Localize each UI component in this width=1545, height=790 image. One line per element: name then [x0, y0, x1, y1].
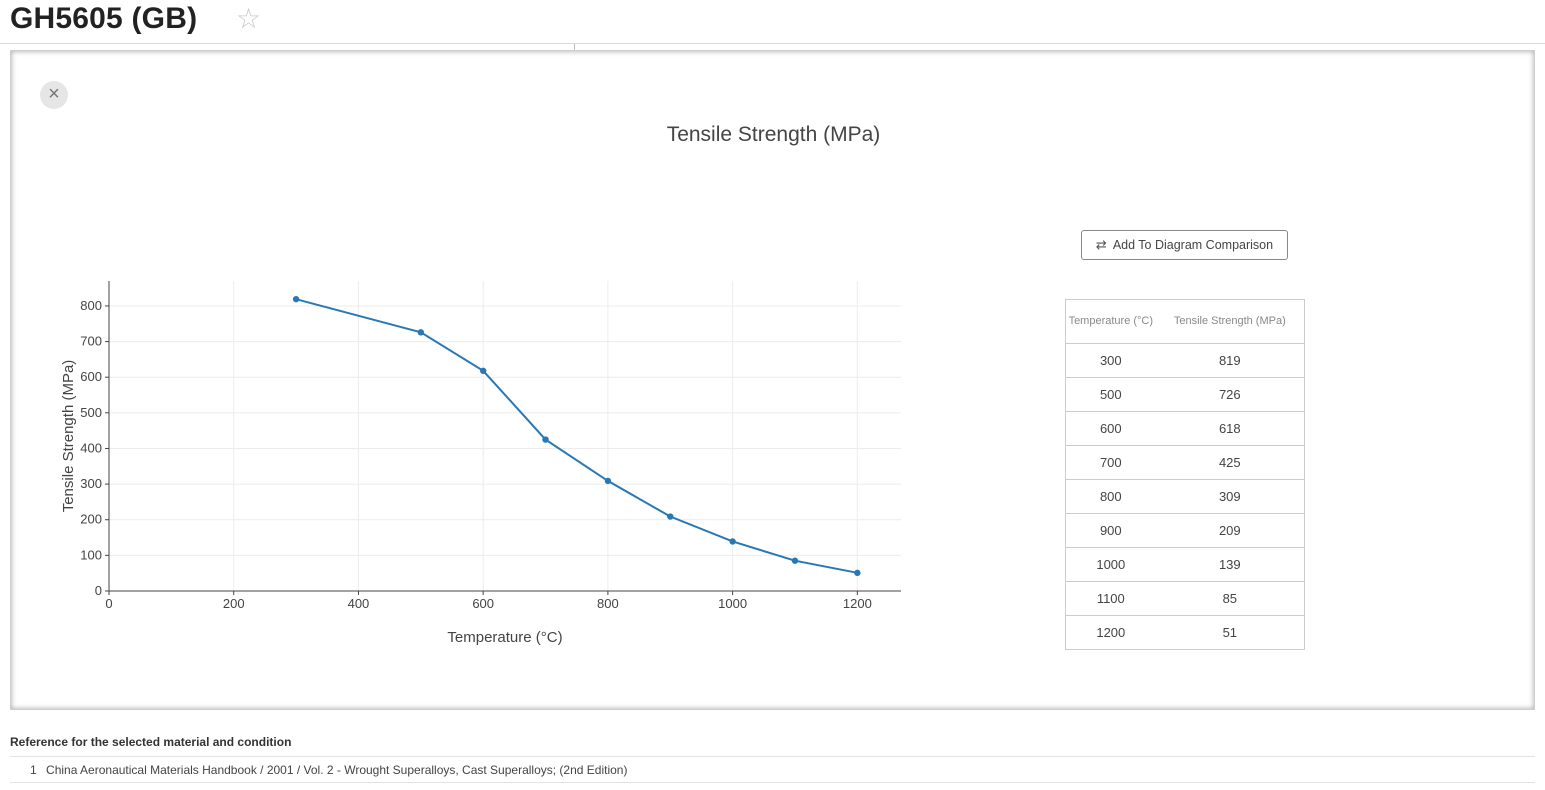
cell-tensile-strength: 85	[1155, 581, 1305, 616]
cell-tensile-strength: 425	[1155, 445, 1305, 480]
y-axis-title: Tensile Strength (MPa)	[60, 360, 77, 513]
table-row: 600 618	[1065, 411, 1305, 446]
y-tick-label: 800	[80, 298, 102, 313]
cell-temperature: 1000	[1065, 547, 1156, 582]
cell-temperature: 600	[1065, 411, 1156, 446]
chart-grid	[109, 281, 901, 591]
x-tick-label: 600	[472, 596, 494, 611]
data-point	[292, 295, 300, 303]
x-tick-label: 200	[223, 596, 245, 611]
y-tick-label: 700	[80, 334, 102, 349]
cell-temperature: 1100	[1065, 581, 1156, 616]
chart-title: Tensile Strength (MPa)	[666, 123, 881, 146]
add-to-diagram-comparison-button[interactable]: ⇄ Add To Diagram Comparison	[1081, 230, 1288, 260]
y-tick-label: 100	[80, 547, 102, 562]
page-title: GH5605 (GB)	[10, 2, 198, 35]
cell-tensile-strength: 209	[1155, 513, 1305, 548]
cell-temperature: 900	[1065, 513, 1156, 548]
data-point	[729, 538, 736, 545]
series-line	[295, 298, 858, 574]
star-outline-icon[interactable]: ☆	[236, 3, 262, 34]
tensile-strength-chart: 0 200 400 600 800 1000 1200 0 100 200 300 400 500 600…	[60, 281, 901, 646]
x-tick-label: 1000	[718, 596, 747, 611]
cell-temperature: 500	[1065, 377, 1156, 412]
chart-series	[292, 295, 861, 577]
data-point	[791, 557, 799, 564]
reference-divider	[10, 756, 1535, 757]
x-tick-label: 400	[348, 596, 370, 611]
data-point	[479, 367, 487, 374]
table-row: 1200 51	[1066, 616, 1305, 650]
cell-tensile-strength: 139	[1155, 547, 1305, 582]
y-tick-label: 600	[80, 369, 102, 384]
diagram-panel: × Tensile Strength (MPa) 0 200 400 600 800 10…	[10, 50, 1535, 710]
table-row: 800 309	[1065, 479, 1305, 514]
y-tick-label: 200	[80, 512, 102, 527]
reference-item: 1 China Aeronautical Materials Handbook …	[30, 763, 627, 777]
x-axis-title: Temperature (°C)	[447, 629, 562, 646]
cell-tensile-strength: 726	[1155, 377, 1305, 412]
table-header-row: Temperature (°C) Tensile Strength (MPa)	[1065, 299, 1305, 344]
page-header: GH5605 (GB) ☆	[0, 0, 1545, 44]
reference-divider	[10, 782, 1535, 783]
column-header-tensile-strength: Tensile Strength (MPa)	[1155, 299, 1305, 344]
y-tick-label: 0	[95, 583, 102, 598]
x-tick-label: 1200	[843, 596, 872, 611]
data-point	[417, 329, 425, 336]
table-row: 1000 139	[1065, 547, 1305, 582]
reference-heading: Reference for the selected material and …	[10, 735, 292, 749]
cell-tensile-strength: 618	[1155, 411, 1305, 446]
data-point	[604, 477, 612, 485]
reference-text: China Aeronautical Materials Handbook / …	[46, 763, 628, 777]
compare-arrows-icon: ⇄	[1095, 237, 1107, 252]
table-row: 500 726	[1065, 377, 1305, 412]
table-row: 1100 85	[1065, 581, 1305, 616]
chart-axes	[105, 281, 901, 595]
cell-tensile-strength: 309	[1155, 479, 1305, 514]
data-point	[854, 569, 861, 577]
data-point	[542, 436, 549, 443]
cell-temperature: 800	[1065, 479, 1156, 514]
y-tick-label: 500	[80, 405, 102, 420]
table-row: 300 819	[1065, 343, 1305, 378]
close-icon[interactable]: ×	[40, 81, 68, 109]
cell-temperature: 1200	[1096, 625, 1126, 640]
table-row: 900 209	[1065, 513, 1305, 548]
reference-number: 1	[30, 763, 37, 777]
y-tick-label: 300	[80, 476, 102, 491]
cell-tensile-strength: 51	[1222, 625, 1238, 640]
cell-tensile-strength: 819	[1155, 343, 1305, 378]
cell-temperature: 300	[1065, 343, 1156, 378]
cell-temperature: 700	[1065, 445, 1156, 480]
x-tick-label: 0	[105, 596, 112, 611]
data-point	[667, 513, 674, 520]
table-row: 700 425	[1065, 445, 1305, 480]
chart-tick-labels: 0 200 400 600 800 1000 1200 0 100 200 300 400 500 600…	[80, 298, 872, 611]
compare-button-label: Add To Diagram Comparison	[1112, 238, 1274, 252]
x-tick-label: 800	[597, 596, 619, 611]
y-tick-label: 400	[80, 440, 102, 455]
header-divider-tick	[574, 44, 575, 50]
column-header-temperature: Temperature (°C)	[1065, 299, 1156, 344]
data-table: Temperature (°C) Tensile Strength (MPa) …	[1065, 299, 1305, 650]
